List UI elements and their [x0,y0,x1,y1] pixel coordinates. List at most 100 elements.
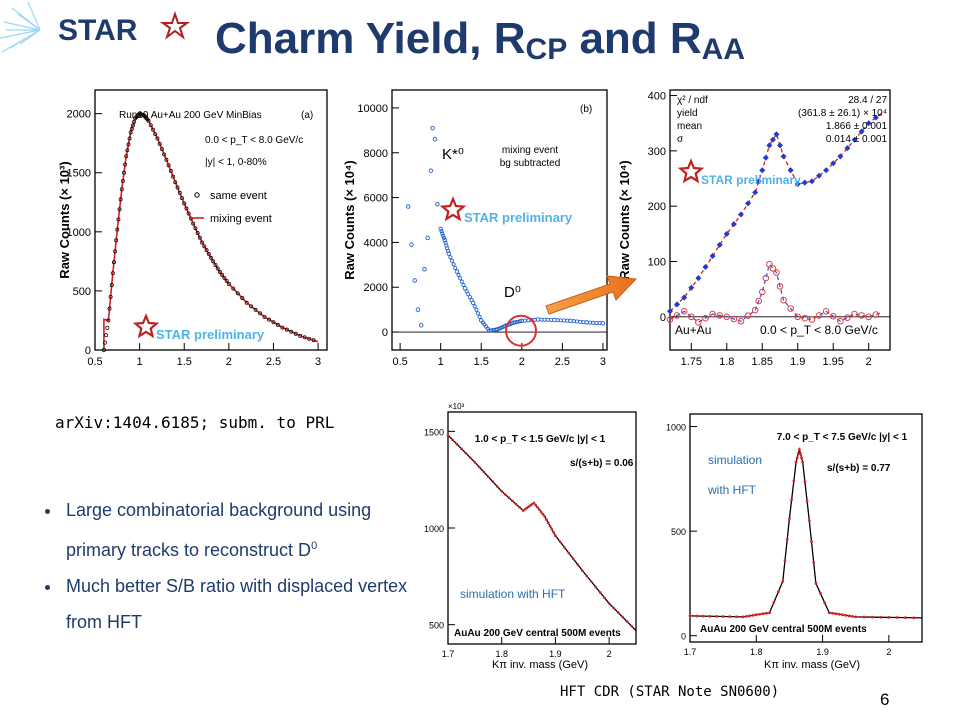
data-point [445,248,450,253]
y-tick-label: 1000 [67,227,91,239]
y-unit-label: ×10³ [448,402,465,411]
x-tick-label: 1.8 [750,647,763,657]
data-point-same-event [777,142,783,149]
data-point-same-event [129,127,134,131]
data-point [625,620,629,623]
data-point-same-event [271,320,276,325]
data-point [470,300,476,306]
x-tick-label: 1.7 [442,649,455,659]
data-point [831,611,834,615]
data-point-same-event [116,217,121,222]
data-point-same-event [118,197,123,202]
data-point-same-event [220,273,225,277]
data-point-same-event [755,178,762,185]
data-point-same-event [213,262,218,267]
annotation-simulation: simulation with HFT [460,587,566,601]
data-point [912,616,916,620]
data-point-same-event [801,179,808,186]
data-point [701,614,705,618]
data-point [844,613,848,617]
data-point [580,569,584,572]
data-point [744,614,748,618]
data-point [598,591,602,594]
data-point [603,596,606,600]
data-point-same-event [302,335,307,340]
data-point [801,460,805,464]
data-point [862,615,866,619]
x-tick-label: 3 [600,356,606,368]
annotation-rapidity: |y| < 1, 0-80% [205,157,267,168]
data-point [748,614,752,618]
y-tick-label: 0 [85,345,91,357]
data-point-subtracted [687,313,695,321]
data-point-same-event [157,141,162,146]
y-tick-label: 6000 [364,193,388,205]
chart-panel-c: 1.75 1.8 1.85 1.9 1.95 2 0 100 200 300 400 Raw Coun… [617,89,891,368]
data-point [503,493,507,496]
data-point-same-event [262,314,267,319]
data-point [439,229,444,234]
data-point-same-event [193,226,198,231]
data-point [446,251,452,256]
data-point [530,502,534,506]
y-tick-label: 1000 [424,524,444,534]
data-point-subtracted [822,307,830,315]
data-point [607,602,611,605]
data-point [409,242,414,247]
data-point [879,615,882,619]
data-point-subtracted [666,316,674,323]
data-point-same-event [107,306,112,311]
data-point-same-event [769,136,776,143]
data-point-same-event [173,180,178,185]
logo-wordmark: STAR [58,14,138,47]
data-point-same-event [166,163,171,168]
data-point-same-event [702,264,709,271]
data-point-same-event [112,260,116,265]
data-point [772,600,776,604]
data-point [594,585,598,589]
data-point-same-event [280,325,285,330]
data-point [448,255,453,260]
data-point [708,614,712,618]
data-point [546,521,550,525]
data-point [482,470,486,474]
data-point-same-event [191,221,196,226]
data-point [425,235,430,241]
data-point-same-event [759,167,766,174]
data-point-subtracted [758,288,766,296]
data-point-same-event [106,318,111,323]
data-point [812,561,816,564]
y-tick-label: 500 [429,621,444,631]
data-point [834,612,838,616]
data-point-same-event [101,348,106,352]
data-point-same-event [307,336,312,341]
data-point-same-event [773,131,780,138]
x-tick-label: 0.5 [87,356,102,368]
annotation-pt: 0.0 < p_T < 8.0 GeV/c [205,135,303,146]
fit-box-label: yield [677,108,698,119]
data-point-same-event [186,211,191,216]
data-point [545,518,548,521]
data-point [455,442,459,446]
data-point [432,137,438,142]
data-point-same-event [851,136,858,143]
plot-frame [94,89,328,351]
data-point-subtracted [723,313,731,321]
data-point-subtracted [829,312,837,320]
annotation-run: Run10 Au+Au 200 GeV MinBias [119,110,262,121]
fit-box-value: 0.014 ± 0.001 [826,134,888,145]
data-point [459,279,464,284]
data-point-same-event [115,227,120,232]
data-point [785,538,789,541]
x-tick-label: 1.85 [752,356,773,368]
data-point-same-event [844,145,851,152]
data-point-subtracted [755,297,763,305]
y-tick-label: 0 [382,327,388,339]
cdr-note: HFT CDR (STAR Note SN0600) [560,684,780,700]
y-tick-label: 2000 [364,282,388,294]
data-point-same-event [171,174,176,179]
data-point-same-event [123,162,128,167]
data-point [438,226,443,232]
y-tick-label: 200 [648,201,666,213]
data-point-same-event [667,308,673,315]
